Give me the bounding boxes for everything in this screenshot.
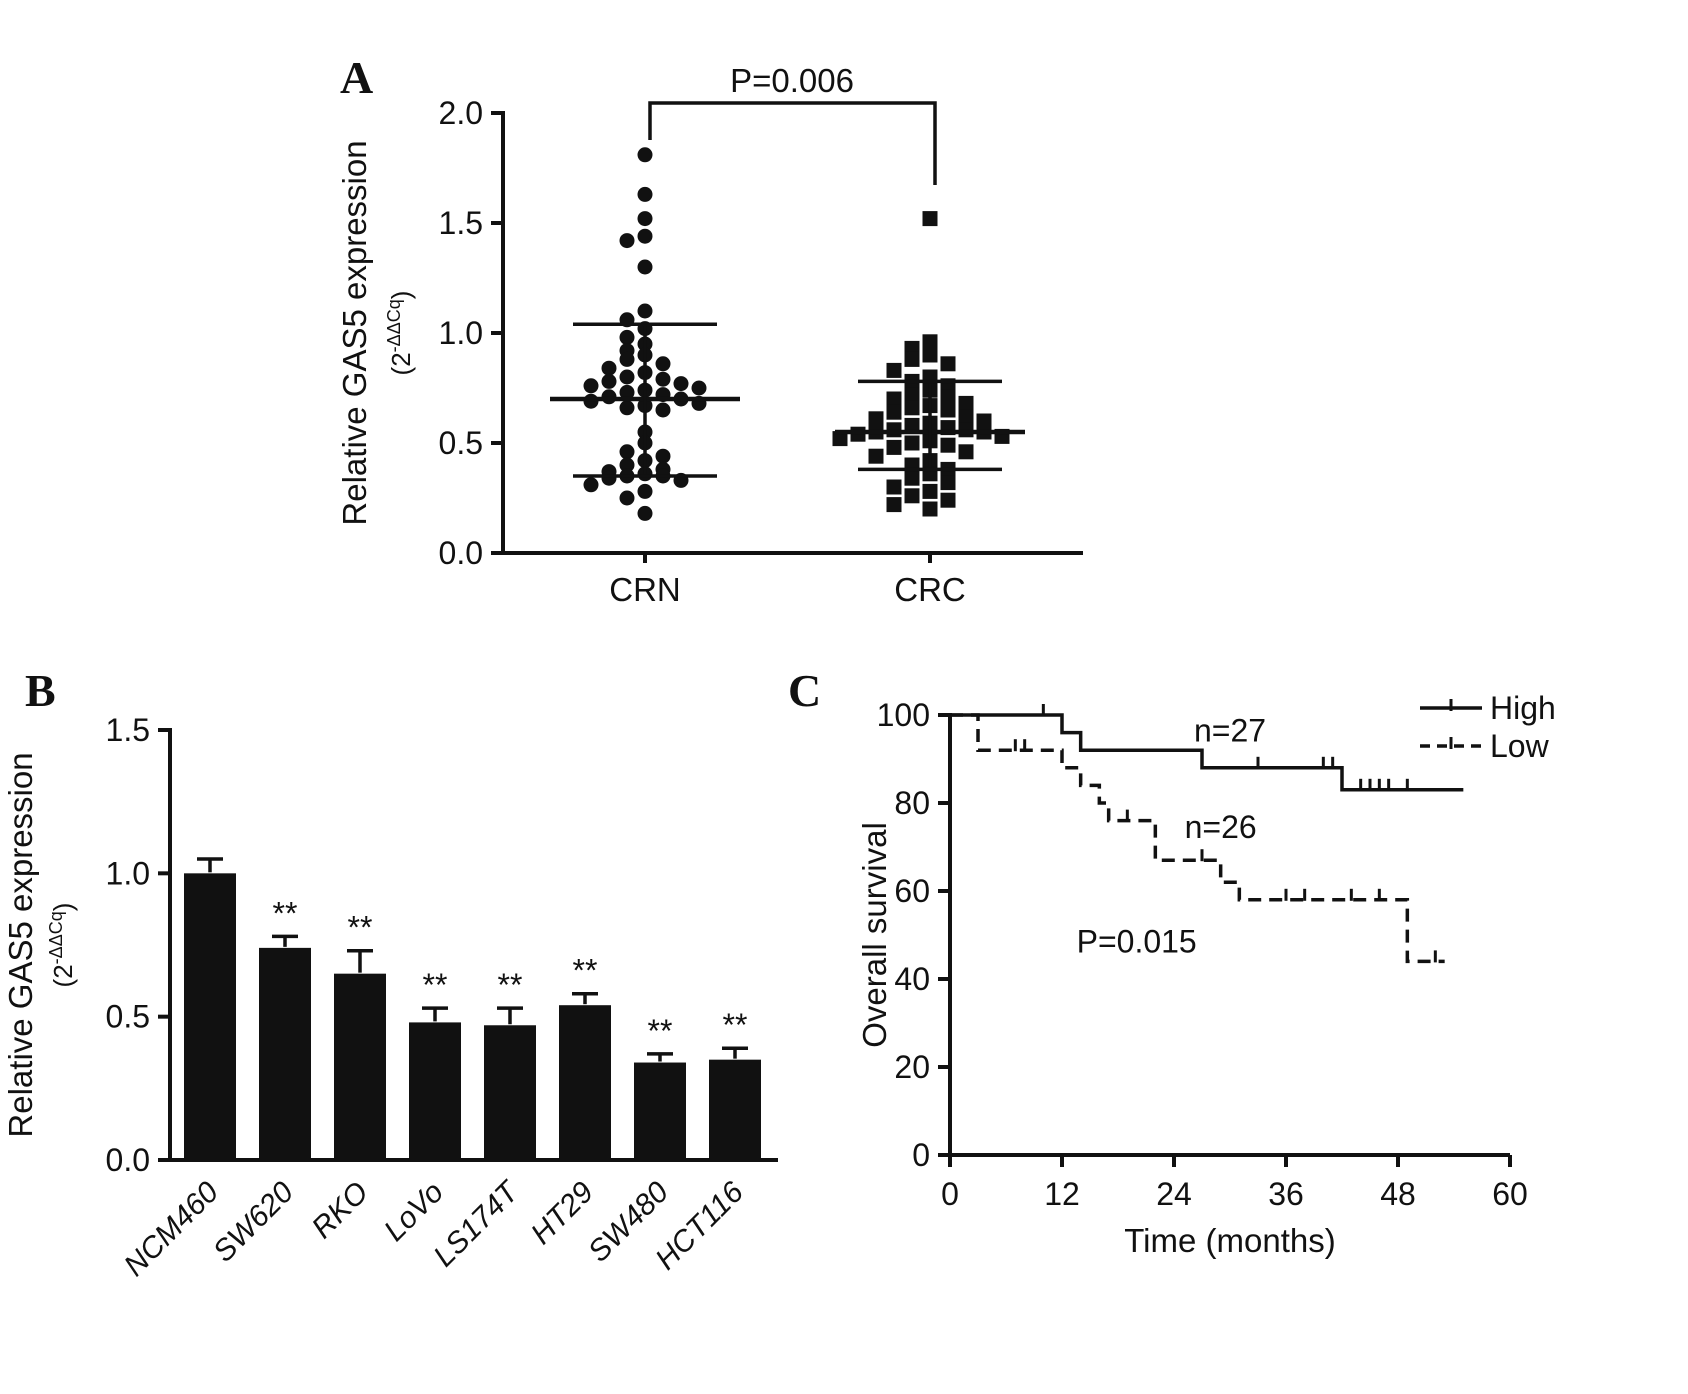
- panel-b: B 0.0 0.5 1.0 1.5 Relative GAS5 expression (2…: [0, 650, 780, 1394]
- svg-text:0: 0: [941, 1176, 959, 1212]
- svg-text:**: **: [348, 910, 373, 946]
- svg-text:0.5: 0.5: [439, 425, 483, 461]
- panel-b-letter: B: [25, 665, 56, 716]
- svg-text:**: **: [648, 1013, 673, 1049]
- svg-text:20: 20: [894, 1049, 930, 1085]
- svg-text:Time (months): Time (months): [1124, 1222, 1335, 1259]
- panel-a: A 0.0 0.5 1.0 1.5 2.0 Relative GAS5 expressio…: [320, 40, 1120, 660]
- svg-text:RKO: RKO: [306, 1176, 375, 1245]
- svg-text:n=27: n=27: [1194, 712, 1266, 748]
- svg-text:CRN: CRN: [609, 571, 681, 608]
- svg-text:**: **: [498, 967, 523, 1003]
- svg-text:80: 80: [894, 785, 930, 821]
- svg-text:60: 60: [1492, 1176, 1528, 1212]
- svg-text:Relative GAS5 expression: Relative GAS5 expression: [2, 752, 39, 1137]
- svg-text:P=0.006: P=0.006: [730, 62, 854, 99]
- svg-text:Overall survival: Overall survival: [856, 822, 893, 1048]
- panel-c-letter: C: [788, 665, 822, 716]
- svg-text:High: High: [1490, 690, 1556, 726]
- panel-c: C 0 20 40 60 80 100 0 12 24 36 48 60 Time (months) Ov…: [780, 650, 1688, 1350]
- svg-text:**: **: [723, 1007, 748, 1043]
- svg-text:LS174T: LS174T: [427, 1174, 527, 1274]
- panel-a-letter: A: [340, 52, 374, 103]
- svg-text:40: 40: [894, 961, 930, 997]
- svg-text:1.5: 1.5: [106, 712, 150, 748]
- svg-text:1.5: 1.5: [439, 205, 483, 241]
- svg-text:NCM460: NCM460: [118, 1175, 225, 1282]
- svg-text:**: **: [573, 953, 598, 989]
- svg-text:0.0: 0.0: [106, 1142, 150, 1178]
- svg-text:(2-ΔΔCq): (2-ΔΔCq): [46, 903, 78, 988]
- svg-text:**: **: [423, 967, 448, 1003]
- svg-text:2.0: 2.0: [439, 95, 483, 131]
- svg-text:24: 24: [1156, 1176, 1192, 1212]
- svg-text:(2-ΔΔCq): (2-ΔΔCq): [384, 291, 416, 376]
- svg-text:0: 0: [912, 1137, 930, 1173]
- svg-text:**: **: [273, 895, 298, 931]
- svg-text:1.0: 1.0: [439, 315, 483, 351]
- svg-text:CRC: CRC: [894, 571, 966, 608]
- svg-text:Relative GAS5 expression: Relative GAS5 expression: [336, 140, 373, 525]
- svg-text:SW620: SW620: [207, 1175, 300, 1268]
- scatter-chart-svg: 0.0 0.5 1.0 1.5 2.0 Relative GAS5 expression (…: [336, 62, 1083, 608]
- svg-text:12: 12: [1044, 1176, 1080, 1212]
- svg-text:60: 60: [894, 873, 930, 909]
- svg-text:0.0: 0.0: [439, 535, 483, 571]
- svg-text:Low: Low: [1490, 728, 1550, 764]
- svg-text:36: 36: [1268, 1176, 1304, 1212]
- svg-text:n=26: n=26: [1185, 809, 1257, 845]
- svg-text:0.5: 0.5: [106, 999, 150, 1035]
- svg-text:48: 48: [1380, 1176, 1416, 1212]
- svg-text:1.0: 1.0: [106, 855, 150, 891]
- km-chart-svg: 0 20 40 60 80 100 0 12 24 36 48 60 Time (months) Over…: [856, 690, 1556, 1259]
- svg-text:P=0.015: P=0.015: [1077, 924, 1197, 960]
- svg-text:100: 100: [877, 697, 930, 733]
- bar-chart-svg: 0.0 0.5 1.0 1.5 Relative GAS5 expression (2-Δ…: [2, 712, 778, 1283]
